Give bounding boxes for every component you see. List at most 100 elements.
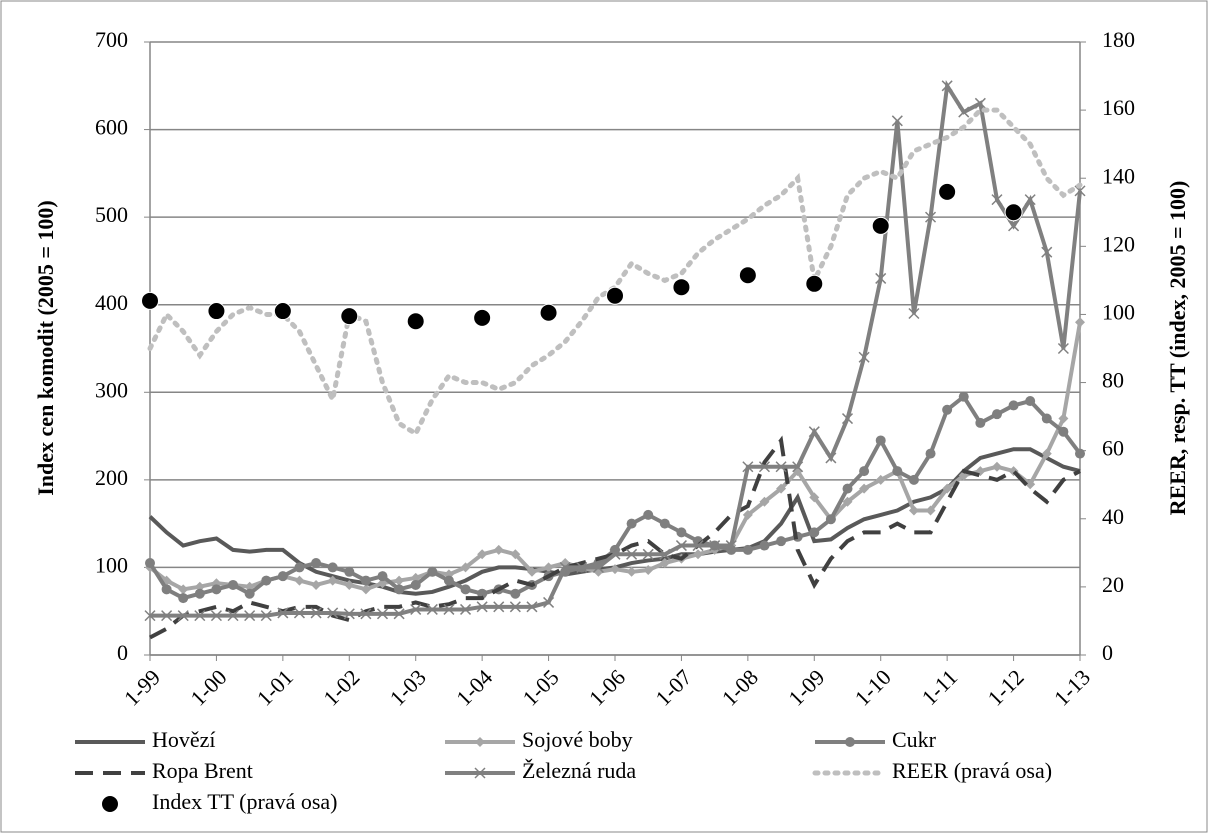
point	[1025, 479, 1036, 490]
point	[974, 97, 986, 109]
point	[775, 461, 787, 473]
point	[643, 565, 654, 576]
y2-tick-label: 160	[1102, 95, 1135, 120]
y-tick-label: 600	[95, 115, 128, 140]
point	[875, 435, 886, 446]
point	[871, 216, 890, 235]
point	[626, 518, 637, 529]
point	[460, 603, 472, 615]
point	[742, 544, 753, 555]
point	[543, 596, 555, 608]
point	[841, 413, 854, 425]
point	[1008, 400, 1019, 411]
legend-label: Ropa Brent	[152, 758, 253, 783]
legend-label: Hovězí	[152, 727, 216, 752]
point	[460, 562, 471, 573]
y-tick-label: 200	[95, 465, 128, 490]
point	[725, 540, 737, 552]
point	[145, 558, 155, 569]
y2-tick-label: 180	[1102, 27, 1135, 52]
point	[1024, 194, 1036, 206]
point	[194, 581, 205, 592]
point	[659, 518, 670, 529]
point	[941, 80, 953, 92]
point	[311, 579, 322, 590]
y2-tick-label: 120	[1102, 231, 1135, 256]
point	[592, 561, 604, 573]
point	[991, 194, 1003, 206]
point	[606, 286, 624, 305]
point	[709, 540, 721, 552]
point	[1041, 413, 1052, 424]
point	[177, 610, 189, 622]
y2-tick-label: 140	[1102, 163, 1135, 188]
point	[228, 579, 239, 590]
y2-tick-label: 80	[1102, 368, 1124, 393]
point	[261, 575, 272, 586]
point	[360, 608, 372, 620]
point	[758, 461, 770, 473]
point	[394, 575, 405, 586]
point	[1041, 448, 1052, 459]
point	[643, 509, 654, 520]
point	[576, 561, 588, 573]
point	[161, 584, 172, 595]
point	[1057, 342, 1069, 355]
point	[1058, 426, 1069, 437]
point	[1075, 448, 1085, 459]
point	[875, 272, 887, 284]
point	[991, 409, 1002, 420]
point	[908, 307, 920, 320]
point	[227, 610, 239, 622]
point	[809, 527, 820, 538]
point	[360, 584, 371, 595]
point	[376, 608, 389, 620]
point	[559, 561, 571, 573]
point	[144, 610, 156, 622]
point	[742, 461, 754, 473]
point	[393, 608, 405, 620]
point	[410, 603, 422, 615]
point	[738, 266, 757, 285]
point	[273, 302, 292, 321]
point	[526, 566, 537, 577]
point	[859, 483, 870, 494]
point	[891, 115, 903, 127]
point	[460, 584, 471, 595]
point	[792, 461, 804, 473]
series-line	[149, 435, 1081, 640]
legend-label: Index TT (pravá osa)	[152, 789, 338, 814]
point	[443, 603, 455, 615]
point	[427, 566, 438, 577]
point	[476, 601, 488, 613]
point	[626, 548, 638, 560]
point	[1008, 220, 1020, 232]
point	[473, 308, 492, 327]
y-tick-label: 0	[117, 640, 128, 665]
y2-tick-label: 0	[1102, 640, 1113, 665]
point	[394, 584, 405, 595]
point	[942, 483, 953, 494]
point	[543, 562, 554, 573]
legend-marker	[474, 767, 486, 779]
point	[340, 307, 359, 326]
point	[659, 548, 671, 560]
point	[311, 558, 322, 569]
point	[294, 575, 305, 586]
legend-label: REER (pravá osa)	[892, 758, 1052, 783]
point	[759, 496, 770, 507]
point	[244, 588, 255, 599]
point	[776, 536, 787, 547]
point	[692, 540, 704, 552]
point	[809, 492, 820, 503]
legend-label: Železná ruda	[522, 758, 636, 783]
point	[609, 548, 621, 560]
point	[958, 106, 970, 118]
point	[161, 610, 173, 622]
point	[626, 566, 637, 577]
point	[207, 302, 226, 321]
point	[925, 211, 937, 223]
y2-tick-label: 100	[1102, 299, 1135, 324]
point	[526, 601, 538, 613]
point	[493, 601, 505, 613]
